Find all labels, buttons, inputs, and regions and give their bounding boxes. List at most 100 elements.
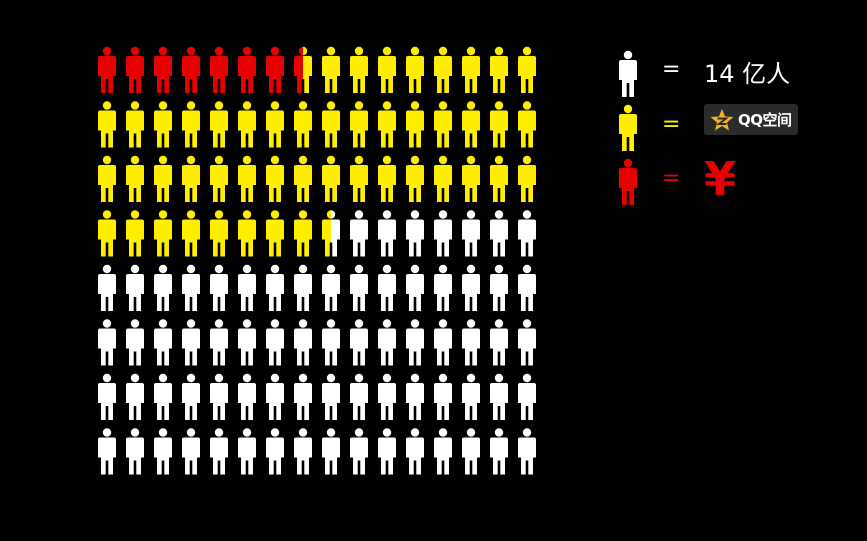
legend-row-red: = ¥	[600, 152, 867, 206]
person-icon-red	[126, 46, 144, 93]
person-icon-white	[350, 264, 368, 311]
person-icon-split	[322, 210, 340, 257]
person-icon-white	[182, 373, 200, 420]
person-icon-white	[266, 428, 284, 475]
person-icon-yellow	[434, 46, 452, 93]
qzone-logo: QQ空间	[704, 104, 798, 135]
person-icon-red	[98, 46, 116, 93]
person-icon-white	[238, 319, 256, 366]
person-icon-white	[619, 50, 637, 97]
person-icon-white	[406, 210, 424, 257]
person-icon-white	[266, 264, 284, 311]
person-icon-white	[518, 373, 536, 420]
person-icon-white	[434, 428, 452, 475]
person-icon-yellow	[462, 155, 480, 202]
person-icon-white	[294, 264, 312, 311]
person-icon-red	[266, 46, 284, 93]
person-icon-white	[322, 373, 340, 420]
person-icon-white	[518, 264, 536, 311]
person-icon-white	[490, 319, 508, 366]
person-icon-yellow	[322, 46, 340, 93]
person-icon-yellow	[294, 101, 312, 148]
person-icon-white	[182, 319, 200, 366]
person-icon-split	[294, 46, 312, 93]
person-icon-yellow	[98, 101, 116, 148]
person-icon-white	[406, 373, 424, 420]
person-icon-yellow	[126, 210, 144, 257]
person-icon-white	[126, 264, 144, 311]
person-icon-yellow	[518, 155, 536, 202]
person-icon-yellow	[210, 155, 228, 202]
person-icon-yellow	[294, 155, 312, 202]
person-icon-white	[434, 264, 452, 311]
legend: = 14 亿人 = QQ空间 = ¥	[600, 0, 867, 541]
person-icon-white	[294, 373, 312, 420]
person-icon-white	[294, 428, 312, 475]
person-icon-yellow	[238, 101, 256, 148]
person-icon-yellow	[294, 210, 312, 257]
legend-label-money: ¥	[704, 152, 737, 206]
person-icon-white	[490, 210, 508, 257]
person-icon-yellow	[378, 46, 396, 93]
person-icon-yellow	[126, 101, 144, 148]
person-icon-white	[434, 373, 452, 420]
person-icon-white	[434, 319, 452, 366]
person-icon-white	[378, 264, 396, 311]
person-icon-yellow	[322, 155, 340, 202]
person-icon-yellow	[350, 46, 368, 93]
person-icon-white	[154, 428, 172, 475]
person-icon-white	[462, 428, 480, 475]
person-icon-white	[126, 319, 144, 366]
person-icon-yellow	[378, 155, 396, 202]
legend-equals-yellow: =	[662, 112, 681, 137]
person-icon-white	[462, 373, 480, 420]
person-icon-white	[350, 373, 368, 420]
person-icon-yellow	[154, 101, 172, 148]
person-icon-yellow	[518, 101, 536, 148]
person-icon-white	[490, 428, 508, 475]
person-icon-white	[406, 428, 424, 475]
person-icon-white	[154, 319, 172, 366]
person-icon-white	[322, 428, 340, 475]
person-icon-yellow	[154, 155, 172, 202]
person-icon-white	[154, 264, 172, 311]
person-icon-white	[322, 319, 340, 366]
person-icon-white	[126, 428, 144, 475]
person-icon-white	[98, 264, 116, 311]
qzone-star-icon	[710, 109, 734, 131]
person-icon-yellow	[266, 155, 284, 202]
person-icon-yellow	[238, 155, 256, 202]
person-icon-yellow	[490, 155, 508, 202]
person-icon-white	[238, 264, 256, 311]
person-icon-white	[378, 319, 396, 366]
person-icon-yellow	[154, 210, 172, 257]
person-icon-white	[238, 373, 256, 420]
person-icon-white	[210, 264, 228, 311]
person-icon-white	[210, 319, 228, 366]
person-icon-yellow	[462, 46, 480, 93]
person-icon-white	[182, 264, 200, 311]
person-icon-yellow	[182, 155, 200, 202]
person-icon-white	[518, 319, 536, 366]
people-grid	[98, 46, 536, 475]
person-icon-white	[350, 319, 368, 366]
person-icon-yellow	[210, 210, 228, 257]
person-icon-white	[406, 319, 424, 366]
person-icon-white	[238, 428, 256, 475]
person-icon-yellow	[462, 101, 480, 148]
person-icon-yellow	[518, 46, 536, 93]
person-icon-yellow	[266, 210, 284, 257]
person-icon-yellow	[350, 101, 368, 148]
person-icon-white	[518, 210, 536, 257]
person-icon-yellow	[406, 46, 424, 93]
person-icon-yellow	[434, 155, 452, 202]
person-icon-white	[98, 428, 116, 475]
person-icon-white	[266, 319, 284, 366]
person-icon-white	[350, 210, 368, 257]
person-icon-red	[619, 158, 637, 205]
legend-label-population: 14 亿人	[704, 60, 791, 88]
person-icon-white	[378, 210, 396, 257]
person-icon-white	[182, 428, 200, 475]
person-icon-white	[462, 319, 480, 366]
person-icon-white	[266, 373, 284, 420]
